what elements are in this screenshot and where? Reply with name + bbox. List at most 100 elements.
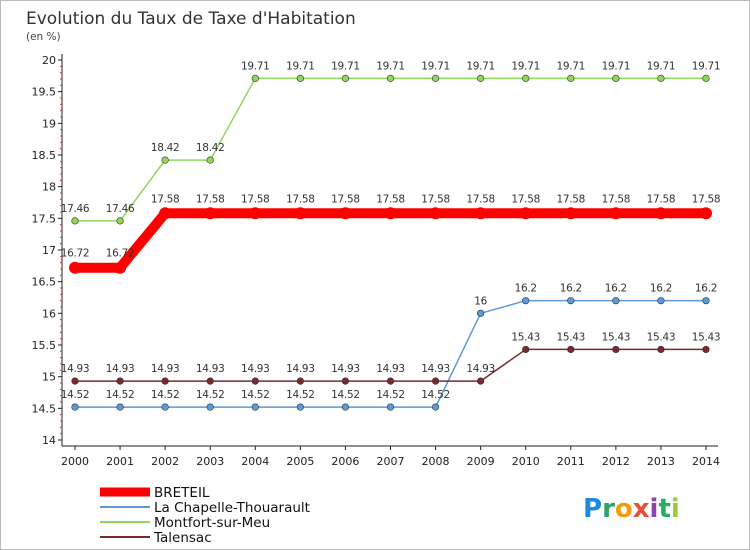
data-label-la-chapelle-thouarault: 14.52 bbox=[421, 389, 450, 401]
y-tick-label: 17.5 bbox=[32, 212, 57, 225]
data-point-montfort-sur-meu bbox=[71, 217, 79, 225]
data-label-breteil: 17.58 bbox=[557, 193, 586, 205]
data-label-la-chapelle-thouarault: 14.52 bbox=[286, 389, 315, 401]
x-tick-label: 2002 bbox=[151, 455, 179, 468]
data-point-breteil bbox=[294, 207, 307, 220]
data-label-breteil: 17.58 bbox=[421, 193, 450, 205]
legend-label-talensac: Talensac bbox=[153, 530, 212, 546]
data-point-montfort-sur-meu bbox=[296, 74, 304, 82]
x-tick-label: 2012 bbox=[602, 455, 630, 468]
data-label-la-chapelle-thouarault: 16.2 bbox=[605, 283, 627, 295]
data-point-montfort-sur-meu bbox=[657, 74, 665, 82]
data-point-talensac bbox=[341, 377, 350, 385]
y-tick-label: 20 bbox=[42, 54, 56, 67]
data-label-montfort-sur-meu: 19.71 bbox=[602, 60, 631, 72]
data-point-breteil bbox=[474, 207, 487, 220]
data-label-breteil: 16.72 bbox=[106, 248, 135, 260]
x-tick-label: 2007 bbox=[377, 455, 405, 468]
data-point-la-chapelle-thouarault bbox=[341, 403, 350, 411]
data-label-montfort-sur-meu: 17.46 bbox=[106, 203, 135, 215]
y-tick-label: 14 bbox=[42, 434, 56, 447]
data-label-montfort-sur-meu: 19.71 bbox=[241, 60, 270, 72]
data-point-talensac bbox=[657, 345, 665, 354]
data-point-talensac bbox=[161, 377, 169, 385]
data-label-breteil: 17.58 bbox=[241, 193, 270, 205]
y-tick-label: 18 bbox=[42, 181, 56, 194]
y-tick-label: 15 bbox=[42, 371, 56, 384]
y-tick-label: 15.5 bbox=[32, 339, 57, 352]
data-point-la-chapelle-thouarault bbox=[657, 297, 665, 305]
y-tick-label: 19 bbox=[42, 117, 56, 130]
data-point-breteil bbox=[700, 207, 712, 220]
data-label-breteil: 17.58 bbox=[331, 193, 360, 205]
logo-letter: r bbox=[602, 494, 615, 524]
data-label-montfort-sur-meu: 19.71 bbox=[647, 60, 676, 72]
data-point-la-chapelle-thouarault bbox=[296, 403, 304, 411]
data-point-breteil bbox=[384, 207, 397, 220]
data-label-talensac: 15.43 bbox=[557, 331, 586, 343]
data-label-talensac: 14.93 bbox=[61, 363, 90, 375]
data-point-talensac bbox=[431, 377, 440, 385]
legend-label-la-chapelle-thouarault: La Chapelle-Thouarault bbox=[154, 500, 310, 516]
data-label-talensac: 15.43 bbox=[511, 331, 540, 343]
data-point-montfort-sur-meu bbox=[161, 156, 169, 164]
data-label-breteil: 17.58 bbox=[286, 193, 315, 205]
data-point-talensac bbox=[522, 345, 530, 354]
data-point-breteil bbox=[609, 207, 622, 220]
data-point-la-chapelle-thouarault bbox=[522, 297, 530, 305]
series-layer bbox=[69, 74, 712, 411]
data-label-talensac: 14.93 bbox=[286, 363, 315, 375]
data-point-talensac bbox=[612, 345, 620, 354]
legend-label-breteil: BRETEIL bbox=[154, 485, 210, 501]
data-label-montfort-sur-meu: 19.71 bbox=[421, 60, 450, 72]
data-label-montfort-sur-meu: 19.71 bbox=[692, 60, 721, 72]
data-label-montfort-sur-meu: 17.46 bbox=[61, 203, 90, 215]
data-point-la-chapelle-thouarault bbox=[567, 297, 575, 305]
y-tick-label: 14.5 bbox=[32, 402, 57, 415]
y-tick-label: 16 bbox=[42, 307, 56, 320]
logo-letter: t bbox=[658, 494, 670, 524]
x-tick-label: 2000 bbox=[61, 455, 89, 468]
data-label-la-chapelle-thouarault: 14.52 bbox=[241, 389, 270, 401]
data-point-la-chapelle-thouarault bbox=[702, 297, 710, 305]
data-labels: 17.46 17.46 18.42 18.42 19.71 19.71 19.71 19.71… bbox=[61, 60, 721, 401]
data-label-breteil: 17.58 bbox=[511, 193, 540, 205]
unit-label: (en %) bbox=[26, 31, 61, 43]
data-point-montfort-sur-meu bbox=[612, 74, 620, 82]
data-label-la-chapelle-thouarault: 14.52 bbox=[196, 389, 225, 401]
data-point-breteil bbox=[159, 207, 172, 220]
data-point-montfort-sur-meu bbox=[702, 74, 710, 82]
data-label-la-chapelle-thouarault: 16.2 bbox=[650, 283, 672, 295]
data-label-breteil: 16.72 bbox=[61, 248, 90, 260]
data-label-montfort-sur-meu: 19.71 bbox=[331, 60, 360, 72]
data-point-la-chapelle-thouarault bbox=[386, 403, 395, 411]
data-point-montfort-sur-meu bbox=[386, 74, 395, 82]
data-point-la-chapelle-thouarault bbox=[206, 403, 214, 411]
data-point-talensac bbox=[206, 377, 214, 385]
data-label-talensac: 14.93 bbox=[466, 363, 495, 375]
data-point-breteil bbox=[114, 261, 127, 274]
axes: 14 14.5 15 15.5 16 16.5 17 17.5 18 18.5 19 19.5 20 20… bbox=[32, 54, 720, 468]
data-label-montfort-sur-meu: 19.71 bbox=[376, 60, 405, 72]
data-point-montfort-sur-meu bbox=[567, 74, 575, 82]
data-point-la-chapelle-thouarault bbox=[477, 309, 485, 317]
data-label-breteil: 17.58 bbox=[151, 193, 180, 205]
data-label-talensac: 14.93 bbox=[241, 363, 270, 375]
data-label-breteil: 17.58 bbox=[466, 193, 495, 205]
data-point-breteil bbox=[429, 207, 442, 220]
data-point-montfort-sur-meu bbox=[206, 156, 214, 164]
proxiti-wordmark: Proxiti bbox=[583, 494, 680, 524]
data-point-breteil bbox=[564, 207, 577, 220]
data-label-la-chapelle-thouarault: 14.52 bbox=[151, 389, 180, 401]
data-label-la-chapelle-thouarault: 16.2 bbox=[695, 283, 717, 295]
data-label-talensac: 15.43 bbox=[602, 331, 631, 343]
data-label-la-chapelle-thouarault: 16 bbox=[474, 295, 487, 307]
data-label-breteil: 17.58 bbox=[196, 193, 225, 205]
data-point-talensac bbox=[71, 377, 79, 385]
data-label-montfort-sur-meu: 19.71 bbox=[557, 60, 586, 72]
data-label-montfort-sur-meu: 18.42 bbox=[151, 142, 180, 154]
